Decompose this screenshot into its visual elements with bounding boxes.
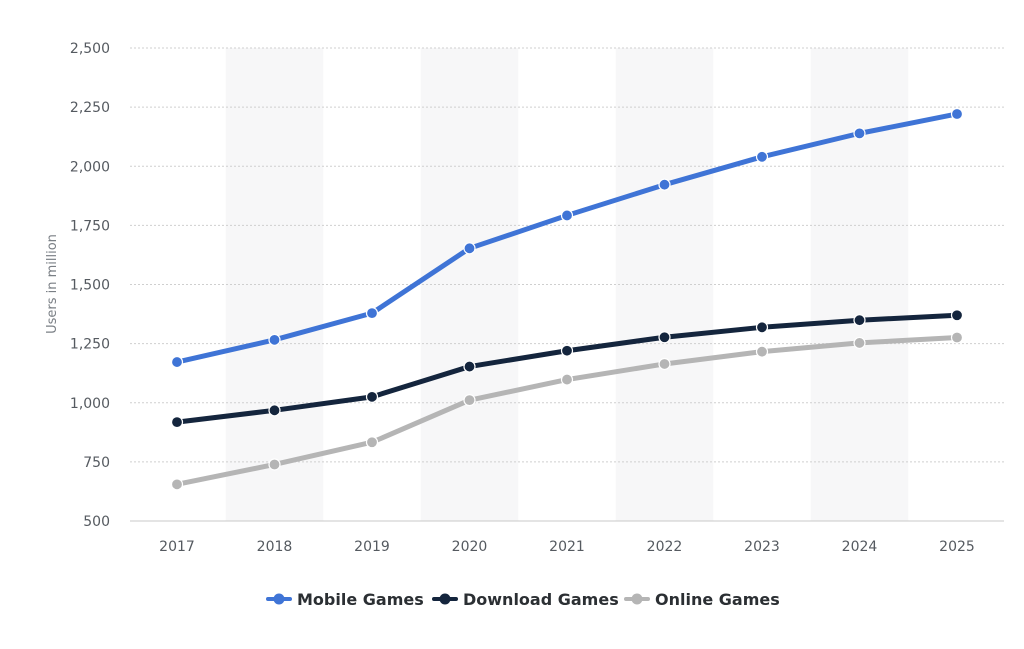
legend-item[interactable]: Mobile Games bbox=[266, 590, 424, 609]
x-tick-label: 2021 bbox=[549, 539, 585, 555]
x-tick-label: 2018 bbox=[257, 539, 293, 555]
data-point[interactable] bbox=[853, 127, 866, 140]
x-axis-ticks: 2017 2018 2019 2020 2021 2022 2023 2024 2025 bbox=[159, 539, 975, 555]
y-tick-label: 500 bbox=[83, 514, 110, 530]
data-point[interactable] bbox=[560, 344, 574, 357]
legend-label: Mobile Games bbox=[297, 590, 424, 609]
data-point[interactable] bbox=[170, 355, 184, 369]
data-point[interactable] bbox=[463, 394, 476, 407]
data-point[interactable] bbox=[950, 309, 964, 322]
x-tick-label: 2019 bbox=[354, 539, 390, 555]
y-tick-label: 2,250 bbox=[70, 100, 110, 116]
data-point[interactable] bbox=[463, 242, 476, 255]
y-tick-label: 2,000 bbox=[70, 159, 110, 175]
data-point[interactable] bbox=[755, 150, 769, 163]
y-axis-ticks: 500 750 1,000 1,250 1,500 1,750 2,000 2,250 2,50… bbox=[70, 41, 110, 530]
data-point[interactable] bbox=[658, 331, 671, 344]
legend[interactable]: Mobile Games Download Games Online Games bbox=[266, 590, 780, 609]
x-tick-label: 2024 bbox=[842, 539, 878, 555]
data-point[interactable] bbox=[463, 360, 476, 373]
x-tick-label: 2017 bbox=[159, 539, 195, 555]
y-tick-label: 1,750 bbox=[70, 218, 110, 234]
legend-swatch-marker bbox=[273, 593, 285, 605]
legend-item[interactable]: Download Games bbox=[432, 590, 619, 609]
legend-label: Download Games bbox=[463, 590, 619, 609]
data-point[interactable] bbox=[560, 209, 574, 222]
data-point[interactable] bbox=[170, 416, 184, 429]
x-tick-label: 2020 bbox=[452, 539, 488, 555]
data-point[interactable] bbox=[560, 373, 574, 386]
y-tick-label: 1,500 bbox=[70, 278, 110, 294]
legend-swatch-marker bbox=[439, 593, 451, 605]
y-tick-label: 1,250 bbox=[70, 337, 110, 353]
data-point[interactable] bbox=[365, 436, 379, 449]
legend-swatch-marker bbox=[631, 593, 643, 605]
data-point[interactable] bbox=[365, 390, 379, 403]
data-point[interactable] bbox=[755, 321, 769, 334]
data-point[interactable] bbox=[853, 314, 866, 327]
data-point[interactable] bbox=[950, 331, 964, 344]
data-point[interactable] bbox=[365, 307, 379, 320]
series-group bbox=[170, 107, 964, 369]
data-point[interactable] bbox=[170, 478, 184, 491]
x-tick-label: 2022 bbox=[647, 539, 683, 555]
data-point[interactable] bbox=[268, 404, 281, 417]
data-point[interactable] bbox=[658, 357, 671, 371]
y-tick-label: 1,000 bbox=[70, 396, 110, 412]
data-point[interactable] bbox=[853, 336, 866, 350]
data-point[interactable] bbox=[268, 333, 281, 346]
x-tick-label: 2025 bbox=[939, 539, 975, 555]
data-point[interactable] bbox=[268, 458, 281, 471]
data-point[interactable] bbox=[755, 345, 769, 358]
legend-item[interactable]: Online Games bbox=[624, 590, 780, 609]
series-group bbox=[170, 309, 964, 429]
data-point[interactable] bbox=[658, 178, 671, 191]
y-tick-label: 750 bbox=[83, 455, 110, 471]
series-layer bbox=[170, 107, 964, 491]
y-axis-title: Users in million bbox=[45, 234, 60, 334]
series-group bbox=[170, 331, 964, 491]
y-tick-label: 2,500 bbox=[70, 41, 110, 57]
data-point[interactable] bbox=[950, 107, 964, 121]
x-tick-label: 2023 bbox=[744, 539, 780, 555]
legend-label: Online Games bbox=[655, 590, 780, 609]
